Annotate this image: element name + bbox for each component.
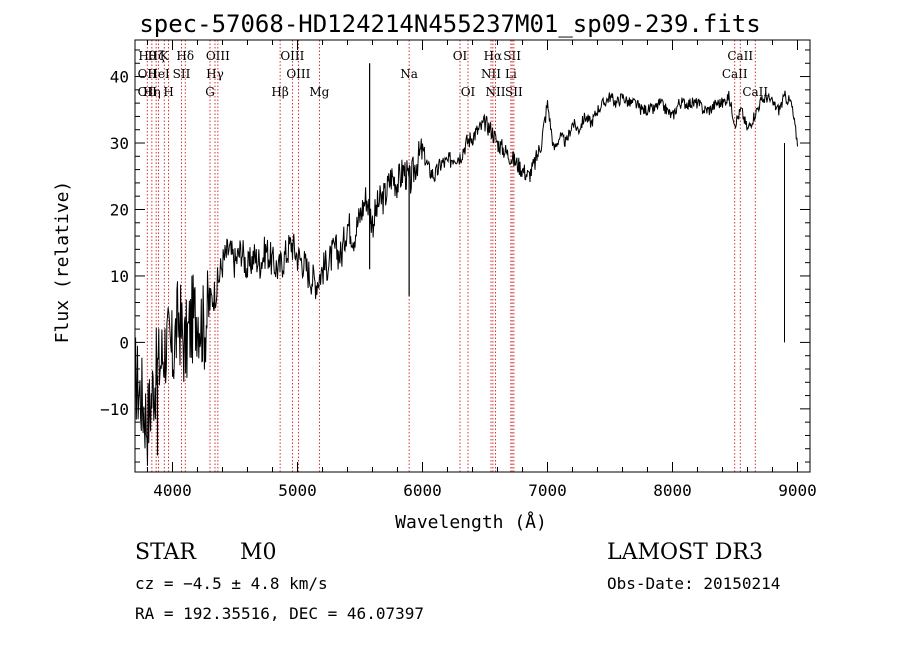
line-marker-label: NII [481,67,501,81]
object-class: STAR [135,540,196,565]
line-marker-label: OI [453,49,468,63]
redshift-readout: cz = −4.5 ± 4.8 km/s [135,574,328,593]
survey-label: LAMOST DR3 [607,540,763,565]
spectral-subclass: M0 [240,540,277,565]
line-marker-label: Hζ [148,49,165,63]
y-tick-label: −10 [100,400,129,419]
x-tick-label: 6000 [403,481,442,500]
y-tick-label: 10 [110,267,129,286]
chart-title: spec-57068-HD124214N455237M01_sp09-239.f… [139,10,761,38]
line-marker-label: Hα [484,49,503,63]
line-marker-label: K [160,49,170,63]
line-marker-label: OIII [286,67,310,81]
spectrum-series [134,63,798,466]
y-tick-label: 30 [110,134,129,153]
line-marker-label: OII [138,85,158,99]
coordinates-readout: RA = 192.35516, DEC = 46.07397 [135,604,424,623]
y-tick-label: 20 [110,200,129,219]
line-marker-label: CaII [722,67,748,81]
obs-date: Obs-Date: 20150214 [607,574,781,593]
line-marker-label: NII [486,85,506,99]
line-marker-label: Hη [143,85,161,99]
line-marker-label: HeI [147,67,170,81]
line-marker-label: OI [461,85,476,99]
line-marker-label: OII [138,67,158,81]
line-markers: HθOIIOIIHηHζHeIKHSIIHδGHγOIIIHβOIIIOIIIM… [138,40,768,472]
x-tick-label: 9000 [778,481,817,500]
line-marker-label: CaII [727,49,753,63]
x-tick-label: 5000 [278,481,317,500]
line-marker-label: H [163,85,173,99]
line-marker-label: Li [505,67,517,81]
line-marker-label: Hδ [176,49,194,63]
line-marker-label: SII [503,49,521,63]
line-marker-label: G [205,85,215,99]
x-tick-label: 8000 [653,481,692,500]
line-marker-label: Mg [309,85,329,99]
line-marker-label: Hβ [271,85,288,99]
x-tick-label: 7000 [528,481,567,500]
line-marker-label: SII [505,85,523,99]
line-marker-label: Na [400,67,418,81]
line-marker-label: SII [173,67,191,81]
line-marker-label: OIII [206,49,230,63]
line-marker-label: CaII [742,85,768,99]
x-axis-label: Wavelength (Å) [395,511,547,533]
plot-frame [134,39,811,473]
line-marker-label: Hγ [206,67,224,81]
y-axis: −10 0 10 20 30 40 [100,49,810,463]
x-axis: 4000 5000 6000 7000 8000 9000 [147,40,817,500]
y-tick-label: 0 [119,333,129,352]
y-tick-label: 40 [110,68,129,87]
line-marker-label: Hθ [138,49,156,63]
spectrum-line [134,90,798,466]
x-tick-label: 4000 [153,481,192,500]
y-axis-label: Flux (relative) [52,181,73,344]
line-marker-label: OIII [280,49,304,63]
